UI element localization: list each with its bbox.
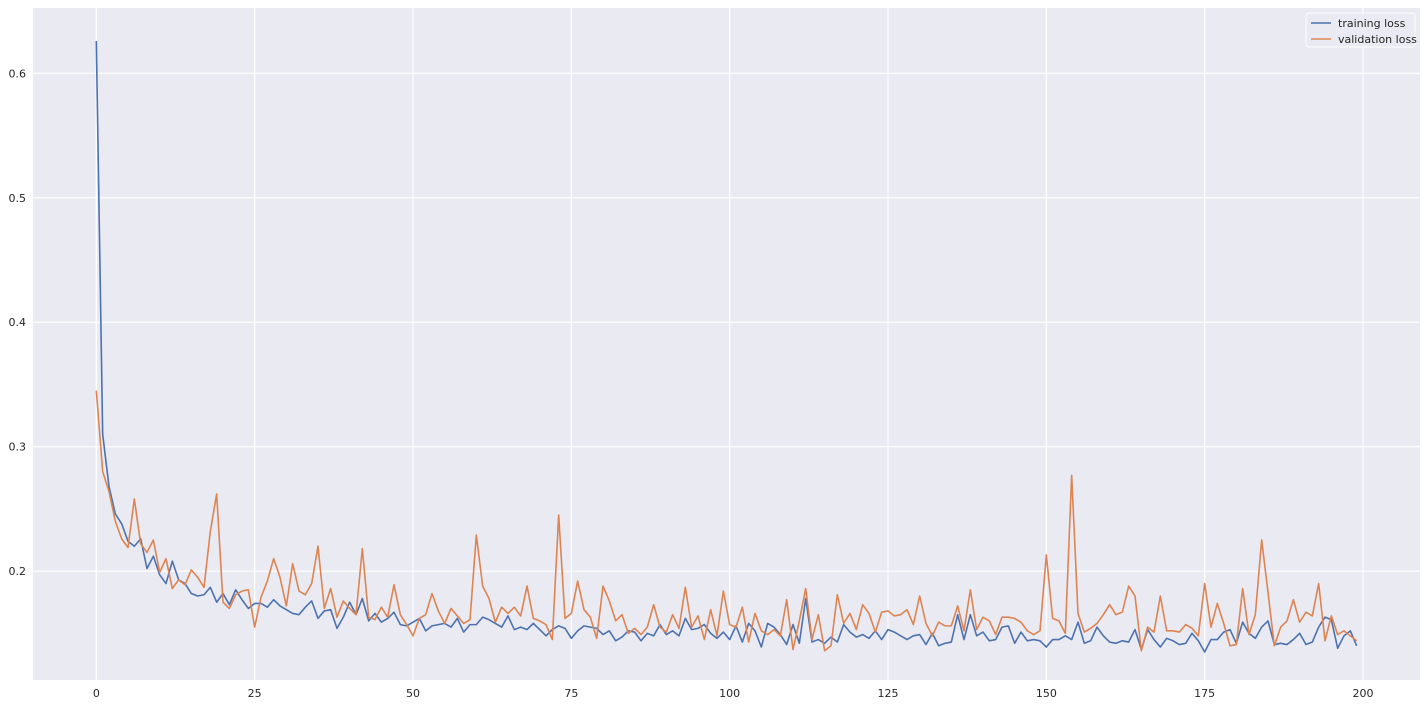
grid <box>33 8 1420 680</box>
series-line-1 <box>95 390 1358 652</box>
x-tick-label: 200 <box>1353 687 1374 700</box>
x-tick-label: 150 <box>1036 687 1057 700</box>
x-tick-label: 50 <box>406 687 420 700</box>
x-tick-label: 75 <box>564 687 578 700</box>
y-tick-label: 0.6 <box>9 67 27 80</box>
y-tick-label: 0.4 <box>9 316 27 329</box>
x-tick-label: 175 <box>1194 687 1215 700</box>
x-tick-label: 100 <box>719 687 740 700</box>
legend: training loss validation loss <box>1305 12 1417 48</box>
x-tick-label: 25 <box>248 687 262 700</box>
series-lines <box>95 40 1358 653</box>
x-tick-label: 125 <box>878 687 899 700</box>
x-tick-label: 0 <box>93 687 100 700</box>
y-tick-label: 0.5 <box>9 192 27 205</box>
y-tick-labels: 0.2 0.3 0.4 0.5 0.6 <box>9 67 27 578</box>
plot-area <box>33 8 1420 680</box>
y-tick-label: 0.2 <box>9 565 27 578</box>
legend-label: training loss <box>1338 17 1406 30</box>
legend-label: validation loss <box>1338 33 1417 46</box>
legend-box <box>1305 12 1416 48</box>
y-tick-label: 0.3 <box>9 441 27 454</box>
x-tick-labels: 0 25 50 75 100 125 150 175 200 <box>93 687 1374 700</box>
